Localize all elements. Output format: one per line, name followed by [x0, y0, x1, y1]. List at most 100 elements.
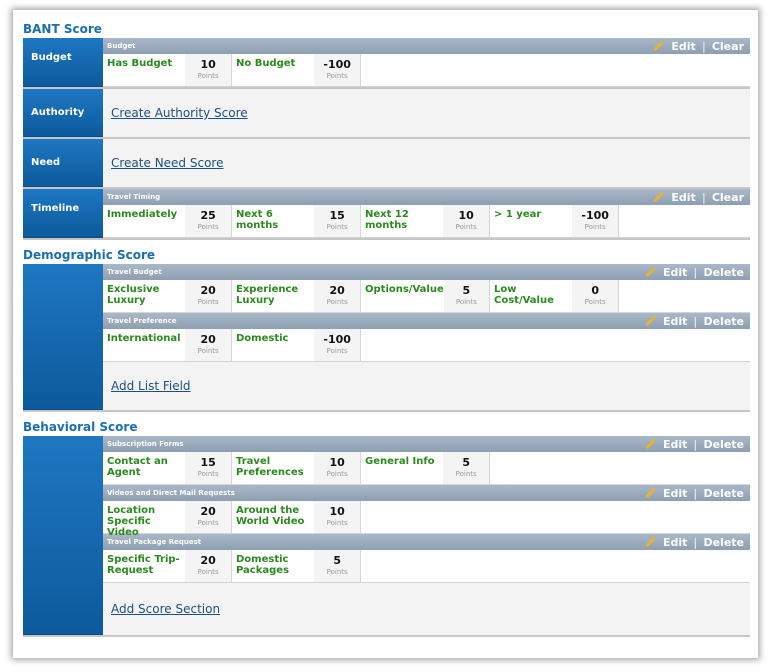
score-item[interactable]: Around the World Video 10 Points: [232, 501, 361, 533]
behavioral-body: Subscription Forms Edit | Delete Contact…: [103, 436, 750, 635]
item-label: Specific Trip-Request: [107, 554, 180, 576]
separator: |: [693, 437, 698, 451]
score-item[interactable]: Location Specific Video 20 Points: [103, 501, 232, 538]
pencil-icon: [653, 41, 663, 51]
points-unit: Points: [197, 470, 219, 478]
item-label: Has Budget: [107, 58, 173, 69]
group-title: Subscription Forms: [107, 440, 184, 448]
score-item[interactable]: Domestic Packages 5 Points: [232, 550, 361, 582]
group-header: Travel Budget Edit | Delete: [103, 264, 750, 280]
points-unit: Points: [326, 568, 348, 576]
group-header: Travel Timing Edit | Clear: [103, 189, 750, 205]
delete-link[interactable]: Delete: [703, 486, 744, 500]
need-body: Create Need Score: [103, 139, 750, 187]
edit-link[interactable]: Edit: [671, 39, 696, 53]
points-unit: Points: [584, 298, 606, 306]
points-unit: Points: [197, 347, 219, 355]
score-item[interactable]: > 1 year -100 Points: [490, 205, 619, 237]
separator: |: [701, 39, 706, 53]
group-header: Subscription Forms Edit | Delete: [103, 436, 750, 452]
item-label: Exclusive Luxury: [107, 284, 160, 306]
item-label: Around the World Video: [236, 505, 305, 527]
authority-body: Create Authority Score: [103, 89, 750, 137]
score-item[interactable]: International 20 Points: [103, 329, 232, 361]
score-item[interactable]: Experience Luxury 20 Points: [232, 280, 361, 312]
points-value: 15: [329, 209, 345, 222]
add-score-section-link[interactable]: Add Score Section: [111, 602, 221, 616]
item-value: 5 Points: [443, 452, 489, 484]
score-item[interactable]: General Info 5 Points: [361, 452, 490, 484]
demographic-score-title: Demographic Score: [23, 248, 156, 262]
item-label: Next 12 months: [365, 209, 409, 231]
clear-link[interactable]: Clear: [711, 190, 744, 204]
group-header: Travel Package Request Edit | Delete: [103, 534, 750, 550]
score-item[interactable]: Contact an Agent 15 Points: [103, 452, 232, 484]
score-item[interactable]: Specific Trip-Request 20 Points: [103, 550, 232, 582]
score-item[interactable]: Immediately 25 Points: [103, 205, 232, 237]
pencil-icon: [645, 488, 655, 498]
edit-link[interactable]: Edit: [663, 486, 688, 500]
group-header: Budget Edit | Clear: [103, 38, 750, 54]
score-item[interactable]: Has Budget 10 Points: [103, 54, 232, 86]
separator: |: [693, 535, 698, 549]
group-actions: Edit | Delete: [645, 536, 744, 549]
points-value: 15: [200, 456, 216, 469]
score-item[interactable]: Next 12 months 10 Points: [361, 205, 490, 237]
edit-link[interactable]: Edit: [663, 437, 688, 451]
score-item[interactable]: Low Cost/Value 0 Points: [490, 280, 619, 312]
bant-score-title: BANT Score: [23, 22, 102, 36]
create-authority-score-link[interactable]: Create Authority Score: [111, 106, 248, 120]
add-list-field-link[interactable]: Add List Field: [111, 379, 191, 393]
delete-link[interactable]: Delete: [703, 535, 744, 549]
scoring-panel: BANT Score Budget Budget Edit | Clear Ha…: [13, 10, 758, 658]
group-title: Budget: [107, 42, 136, 50]
demographic-body: Travel Budget Edit | Delete Exclusive Lu…: [103, 264, 750, 410]
edit-link[interactable]: Edit: [663, 535, 688, 549]
delete-link[interactable]: Delete: [703, 437, 744, 451]
score-item[interactable]: Options/Value 5 Points: [361, 280, 490, 312]
timeline-body: Travel Timing Edit | Clear Immediately 2…: [103, 189, 750, 238]
items-row: Specific Trip-Request 20 Points Domestic …: [103, 550, 750, 583]
score-item[interactable]: Next 6 months 15 Points: [232, 205, 361, 237]
item-value: 0 Points: [572, 280, 618, 312]
authority-label: Authority: [23, 89, 103, 137]
create-need-score-link[interactable]: Create Need Score: [111, 156, 224, 170]
item-value: 20 Points: [185, 501, 231, 533]
score-item[interactable]: Exclusive Luxury 20 Points: [103, 280, 232, 312]
behavioral-block: Subscription Forms Edit | Delete Contact…: [23, 436, 750, 637]
points-unit: Points: [326, 223, 348, 231]
edit-link[interactable]: Edit: [663, 314, 688, 328]
items-row: Contact an Agent 15 Points Travel Prefere…: [103, 452, 750, 485]
points-unit: Points: [197, 223, 219, 231]
score-item[interactable]: Travel Preferences 10 Points: [232, 452, 361, 484]
separator: |: [701, 190, 706, 204]
points-unit: Points: [326, 519, 348, 527]
item-label: > 1 year: [494, 209, 542, 220]
edit-link[interactable]: Edit: [663, 265, 688, 279]
delete-link[interactable]: Delete: [703, 265, 744, 279]
points-value: 5: [462, 284, 471, 297]
items-row: Exclusive Luxury 20 Points Experience Lux…: [103, 280, 750, 313]
timeline-label: Timeline: [23, 189, 103, 238]
score-item[interactable]: Domestic -100 Points: [232, 329, 361, 361]
item-value: -100 Points: [572, 205, 618, 237]
points-unit: Points: [326, 470, 348, 478]
group-title: Travel Budget: [107, 268, 162, 276]
item-label: Location Specific Video: [107, 505, 156, 538]
points-value: 10: [458, 209, 474, 222]
group-title: Travel Package Request: [107, 538, 202, 546]
score-item[interactable]: No Budget -100 Points: [232, 54, 361, 86]
separator: |: [693, 314, 698, 328]
edit-link[interactable]: Edit: [671, 190, 696, 204]
items-row: Location Specific Video 20 Points Around …: [103, 501, 750, 538]
budget-label: Budget: [23, 38, 103, 87]
clear-link[interactable]: Clear: [711, 39, 744, 53]
separator: |: [693, 265, 698, 279]
pencil-icon: [645, 439, 655, 449]
pencil-icon: [645, 267, 655, 277]
item-label: Options/Value: [365, 284, 444, 295]
delete-link[interactable]: Delete: [703, 314, 744, 328]
points-unit: Points: [197, 519, 219, 527]
points-unit: Points: [455, 223, 477, 231]
item-label: No Budget: [236, 58, 296, 69]
